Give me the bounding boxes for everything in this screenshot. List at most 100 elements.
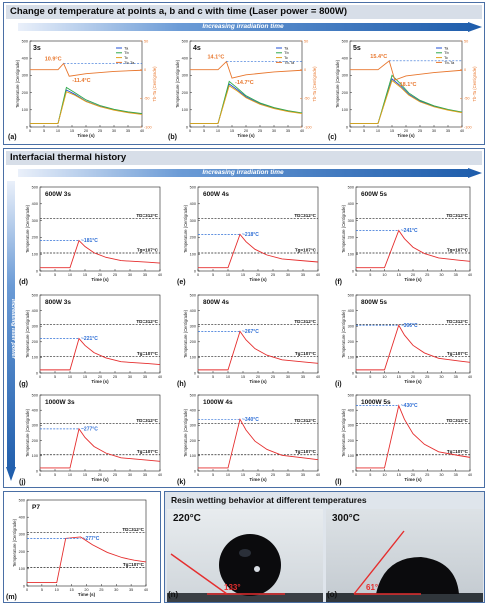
panel-label: (e) bbox=[177, 279, 186, 286]
panel-label: (d) bbox=[19, 279, 28, 286]
chart-title: 800W 3s bbox=[45, 299, 71, 306]
plot-frame bbox=[355, 186, 471, 272]
y-tick-label: 300 bbox=[19, 533, 25, 537]
x-tick-label: 5 bbox=[363, 129, 365, 133]
y-tick-label: 100 bbox=[348, 253, 354, 257]
x-tick-label: 35 bbox=[301, 375, 305, 379]
peak-label: ~306°C bbox=[401, 323, 418, 329]
peak-label: ~218°C bbox=[242, 232, 259, 238]
y-axis-label: Temperature (Centigrade) bbox=[25, 204, 30, 253]
tg-label: Tg=107°C bbox=[137, 449, 159, 454]
x-tick-label: 30 bbox=[432, 129, 436, 133]
x-tick-label: 20 bbox=[404, 129, 408, 133]
x-axis-label: Time (s) bbox=[249, 379, 267, 384]
x-axis-label: Time (s) bbox=[91, 379, 109, 384]
x-tick-label: 25 bbox=[271, 273, 275, 277]
droplet-image-220 bbox=[167, 534, 323, 602]
x-tick-label: 0 bbox=[197, 273, 199, 277]
y2-axis-label: Tb-Ta (Centigrade) bbox=[152, 66, 157, 102]
y-tick-label: 0 bbox=[352, 371, 354, 375]
td-label: TD=312°C bbox=[294, 213, 316, 218]
y-tick-label: 400 bbox=[182, 57, 188, 61]
y2-tick-label: -100 bbox=[144, 125, 152, 129]
droplet-photo-300: 300°C 61° (o) bbox=[326, 509, 483, 602]
y2-axis-label: Tb-Ta (Centigrade) bbox=[472, 66, 477, 102]
x-tick-label: 35 bbox=[454, 473, 458, 477]
x-tick-label: 10 bbox=[55, 588, 59, 592]
x-tick-label: 5 bbox=[43, 129, 45, 133]
x-tick-label: 25 bbox=[98, 129, 102, 133]
x-tick-label: 0 bbox=[29, 129, 31, 133]
tg-label: Tg=107°C bbox=[447, 449, 469, 454]
series-line-tb-ta bbox=[30, 62, 143, 77]
y-tick-label: 400 bbox=[348, 309, 354, 313]
x-tick-label: 25 bbox=[258, 129, 262, 133]
y2-tick-label: -100 bbox=[304, 125, 312, 129]
y-tick-label: 300 bbox=[32, 325, 38, 329]
chart-title: 1000W 3s bbox=[45, 399, 75, 406]
x-tick-label: 0 bbox=[39, 473, 41, 477]
y-tick-label: 400 bbox=[348, 409, 354, 413]
x-tick-label: 30 bbox=[128, 273, 132, 277]
y-tick-label: 100 bbox=[342, 108, 348, 112]
top-header: Change of temperature at points a, b and… bbox=[6, 5, 482, 19]
y-tick-label: 400 bbox=[32, 409, 38, 413]
x-tick-label: 5 bbox=[369, 473, 371, 477]
tg-label: Tg=107°C bbox=[447, 351, 469, 356]
y-axis-label: Temperature (Centigrade) bbox=[183, 309, 188, 358]
legend-label: Tc bbox=[284, 55, 288, 60]
panel-label: (f) bbox=[335, 279, 342, 286]
panel-label: (j) bbox=[19, 479, 26, 486]
top-arrow-label: Increasing irradiation time bbox=[202, 23, 284, 30]
chart-title: 1000W 5s bbox=[361, 399, 391, 406]
y-tick-label: 400 bbox=[190, 202, 196, 206]
panel-label: (a) bbox=[8, 134, 17, 141]
y-tick-label: 500 bbox=[182, 39, 188, 43]
x-tick-label: 20 bbox=[98, 375, 102, 379]
y-tick-label: 0 bbox=[36, 269, 38, 273]
x-tick-label: 30 bbox=[112, 129, 116, 133]
x-tick-label: 30 bbox=[286, 375, 290, 379]
x-tick-label: 35 bbox=[454, 273, 458, 277]
y-tick-label: 300 bbox=[348, 325, 354, 329]
x-axis-label: Time (s) bbox=[249, 477, 267, 482]
y-tick-label: 400 bbox=[190, 409, 196, 413]
x-tick-label: 25 bbox=[418, 129, 422, 133]
x-tick-label: 20 bbox=[411, 473, 415, 477]
annotation-max: 15.4°C bbox=[370, 54, 387, 60]
x-tick-label: 30 bbox=[128, 375, 132, 379]
x-tick-label: 30 bbox=[114, 588, 118, 592]
panel-label: (c) bbox=[328, 134, 337, 141]
panel-middle: Interfacial thermal history Increasing i… bbox=[3, 148, 485, 488]
x-tick-label: 15 bbox=[241, 473, 245, 477]
panel-p7: 0 5 10 15 20 25 30 35 40 0 100 200 300 400 500 Time (s)… bbox=[3, 491, 161, 603]
x-tick-label: 10 bbox=[382, 273, 386, 277]
x-tick-label: 25 bbox=[425, 273, 429, 277]
y2-tick-label: 50 bbox=[464, 39, 468, 43]
x-tick-label: 40 bbox=[158, 473, 162, 477]
y-tick-label: 300 bbox=[22, 74, 28, 78]
series-line-tb-ta bbox=[350, 60, 463, 81]
panel-label: (l) bbox=[335, 479, 342, 486]
panel-label-n: (n) bbox=[168, 590, 179, 599]
x-tick-label: 15 bbox=[241, 273, 245, 277]
y-tick-label: 0 bbox=[26, 125, 28, 129]
td-label: TD=312°C bbox=[446, 418, 468, 423]
annotation-max: 14.1°C bbox=[208, 55, 225, 61]
y-tick-label: 0 bbox=[36, 469, 38, 473]
time-label: 3s bbox=[33, 45, 41, 52]
x-tick-label: 40 bbox=[158, 375, 162, 379]
x-tick-label: 15 bbox=[390, 129, 394, 133]
chart-title: 600W 3s bbox=[45, 191, 71, 198]
temp-label-220: 220°C bbox=[173, 513, 201, 524]
plot-frame bbox=[26, 499, 147, 587]
y-axis-label: Temperature (Centigrade) bbox=[183, 204, 188, 253]
x-tick-label: 30 bbox=[439, 473, 443, 477]
